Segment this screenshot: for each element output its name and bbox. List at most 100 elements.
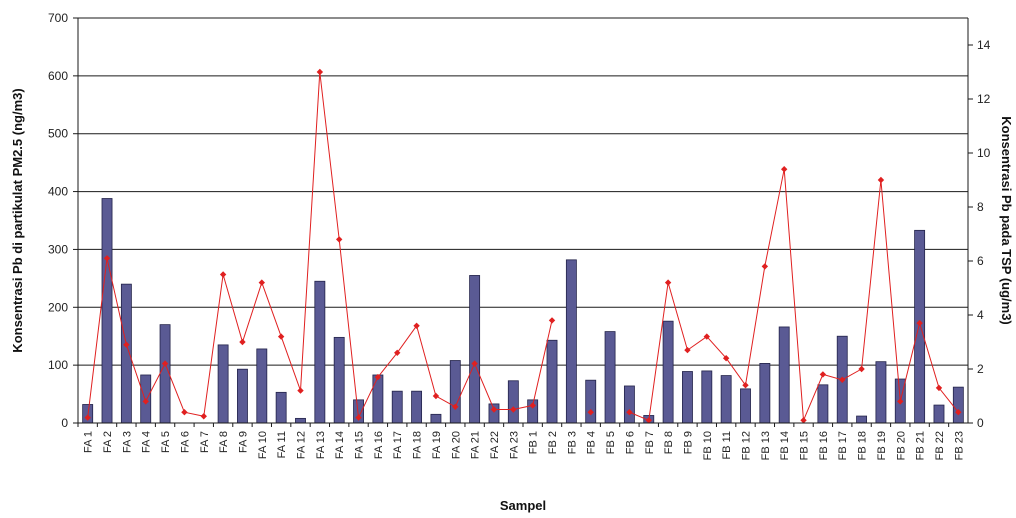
bar — [662, 320, 674, 424]
grid — [78, 17, 968, 366]
point — [935, 384, 943, 392]
point — [839, 376, 846, 383]
bar — [933, 404, 945, 424]
y2-tick-label: 0 — [977, 416, 984, 430]
x-tick-label: FB 23 — [953, 431, 965, 460]
axes — [73, 17, 973, 427]
y-tick-label: 400 — [48, 185, 68, 199]
line-series — [84, 68, 962, 424]
bar — [585, 379, 597, 424]
point — [529, 402, 536, 409]
y2-tick-label: 10 — [977, 146, 991, 160]
x-tick-label: FB 12 — [741, 431, 753, 460]
bar — [237, 368, 248, 424]
bar — [604, 331, 616, 424]
x-tick-label: FB 10 — [702, 431, 714, 460]
point — [916, 319, 923, 327]
x-tick-label: FA 14 — [334, 431, 346, 459]
x-tick-label: FA 20 — [450, 431, 462, 459]
x-tick-label: FB 2 — [547, 431, 559, 454]
y2-tick-label: 12 — [977, 92, 991, 106]
point — [684, 346, 691, 354]
x-tick-label: FA 1 — [83, 431, 95, 453]
point — [161, 360, 169, 367]
bar — [507, 380, 519, 424]
labels: 0 100 200 300 400 500 600 700 0 2 4 6 8 10 12 14 FA 1 FA … — [48, 11, 991, 460]
x-tick-label: FB 4 — [586, 431, 598, 454]
point — [548, 317, 556, 324]
bar — [101, 198, 113, 424]
bar-series — [82, 198, 964, 424]
x-tick-label: FA 3 — [121, 431, 133, 453]
point — [181, 409, 188, 416]
x-tick-label: FA 19 — [431, 431, 443, 459]
bar — [565, 259, 577, 424]
point — [819, 371, 827, 378]
x-tick-label: FB 8 — [663, 431, 675, 454]
point — [587, 409, 594, 416]
x-tick-label: FB 17 — [837, 431, 849, 460]
bar — [469, 275, 481, 424]
x-axis-title: Sampel — [500, 498, 546, 513]
point — [645, 417, 652, 424]
bar — [159, 324, 171, 424]
bar — [295, 417, 306, 424]
bar — [391, 390, 403, 424]
point — [142, 398, 149, 405]
y2-tick-label: 4 — [977, 308, 984, 322]
x-tick-label: FB 18 — [857, 431, 869, 460]
point — [510, 406, 517, 413]
point — [123, 341, 130, 348]
x-tick-label: FA 23 — [508, 431, 520, 459]
y-tick-label: 200 — [48, 300, 68, 314]
y-tick-label: 700 — [48, 11, 68, 25]
point — [239, 338, 246, 346]
x-tick-label: FA 17 — [392, 431, 404, 459]
x-tick-label: FA 16 — [373, 431, 385, 459]
x-tick-label: FB 21 — [915, 431, 927, 460]
point — [413, 322, 420, 329]
bar — [623, 385, 635, 424]
point — [432, 392, 440, 400]
x-tick-label: FB 1 — [528, 431, 540, 454]
y-tick-label: 600 — [48, 69, 68, 83]
x-tick-label: FA 12 — [296, 431, 308, 459]
y-tick-label: 0 — [61, 416, 68, 430]
x-tick-label: FB 15 — [799, 431, 811, 460]
point — [858, 365, 865, 373]
point — [277, 333, 285, 340]
point — [355, 414, 362, 421]
x-tick-label: FA 8 — [218, 431, 230, 453]
x-tick-label: FA 11 — [276, 431, 288, 458]
point — [394, 349, 401, 356]
point — [219, 271, 227, 278]
x-tick-label: FA 6 — [179, 431, 191, 453]
point — [490, 406, 498, 413]
point — [200, 413, 207, 420]
bar — [914, 229, 926, 424]
bar — [952, 386, 964, 424]
bar — [256, 348, 268, 424]
x-tick-label: FB 14 — [779, 431, 791, 460]
x-tick-label: FA 15 — [354, 431, 366, 459]
point — [84, 414, 91, 421]
point — [877, 176, 885, 184]
bar — [449, 360, 461, 424]
x-tick-label: FB 20 — [895, 431, 907, 460]
bar — [411, 390, 423, 424]
bar — [875, 361, 887, 424]
point — [742, 382, 749, 389]
y-tick-label: 500 — [48, 127, 68, 141]
y-axis-title: Konsentrasi Pb di partikulat PM2.5 (ng/m… — [10, 88, 25, 352]
bar — [217, 344, 229, 424]
point — [703, 333, 711, 340]
x-tick-label: FA 9 — [237, 431, 249, 453]
point — [452, 403, 459, 410]
x-tick-label: FA 4 — [141, 431, 153, 453]
x-tick-label: FA 10 — [257, 431, 269, 459]
x-tick-label: FB 6 — [624, 431, 636, 454]
series-line — [629, 169, 959, 422]
bar — [740, 388, 751, 424]
